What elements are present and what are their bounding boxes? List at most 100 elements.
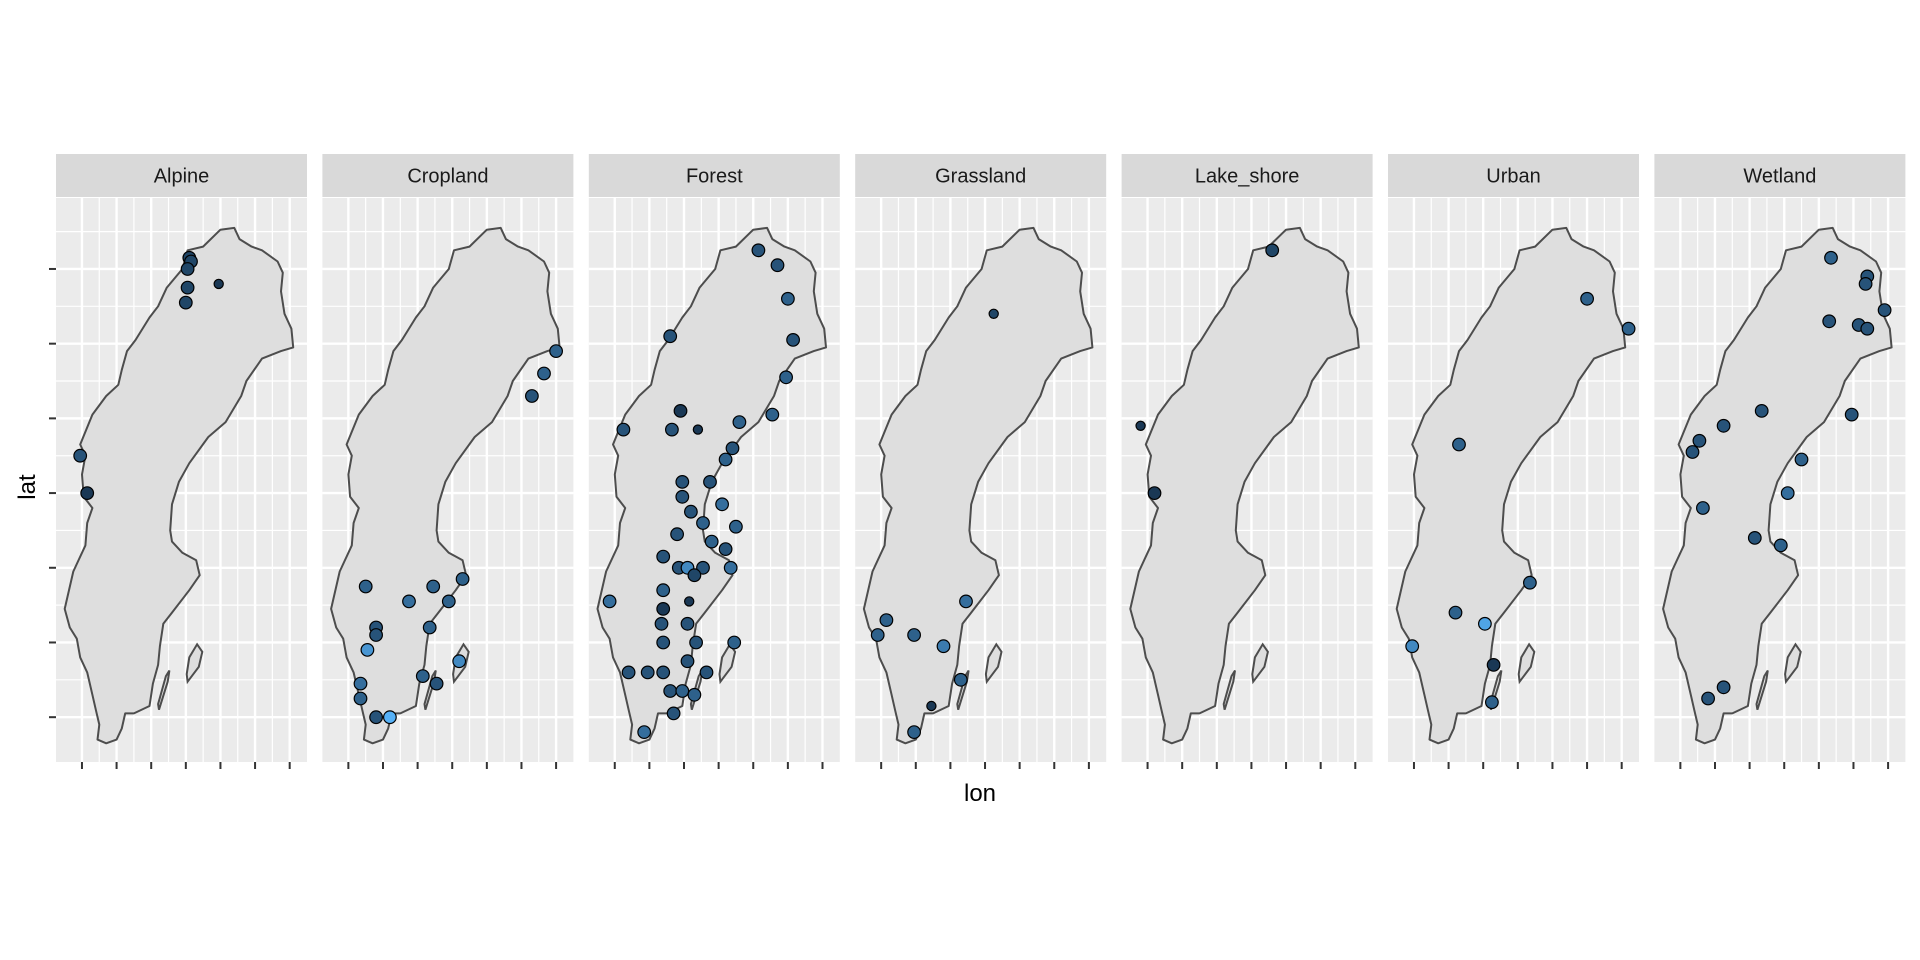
data-point bbox=[696, 516, 710, 530]
facet-panels: Alpine Cropland Forest Grassland Lake_shore U… bbox=[56, 154, 1906, 769]
country-outline bbox=[1129, 226, 1360, 745]
data-point bbox=[1135, 420, 1146, 431]
facet-strip bbox=[322, 154, 574, 197]
data-point bbox=[1716, 418, 1731, 433]
data-point bbox=[360, 643, 375, 657]
country-outline bbox=[596, 226, 827, 745]
data-point bbox=[640, 665, 655, 680]
data-point bbox=[1265, 243, 1280, 258]
facet-strip bbox=[588, 154, 840, 197]
data-point bbox=[213, 278, 224, 290]
data-point bbox=[732, 415, 747, 430]
facet-strip-label: Alpine bbox=[154, 166, 210, 188]
data-point bbox=[1695, 501, 1710, 515]
data-point bbox=[1448, 605, 1463, 620]
data-point bbox=[675, 684, 690, 698]
facet-panel-grassland: Grassland bbox=[855, 154, 1107, 769]
country-outline bbox=[63, 226, 295, 745]
facet-strip-label: Lake_shore bbox=[1195, 166, 1300, 188]
facet-strip bbox=[1654, 154, 1906, 197]
data-point bbox=[1794, 452, 1809, 467]
data-point bbox=[525, 389, 539, 403]
data-point bbox=[1747, 531, 1762, 545]
data-point bbox=[637, 725, 652, 739]
data-point bbox=[673, 404, 688, 418]
data-point bbox=[779, 370, 793, 385]
data-point bbox=[689, 635, 703, 650]
facet-panel-lake_shore: Lake_shore bbox=[1121, 154, 1373, 769]
data-point bbox=[422, 620, 437, 635]
data-point bbox=[1858, 277, 1873, 291]
data-point bbox=[455, 572, 470, 586]
data-point bbox=[602, 594, 617, 609]
data-point bbox=[1860, 321, 1875, 336]
data-point bbox=[1824, 250, 1838, 265]
island-outline bbox=[984, 642, 1003, 685]
data-point bbox=[725, 441, 740, 456]
data-point bbox=[765, 407, 780, 422]
data-point bbox=[663, 329, 678, 344]
data-point bbox=[879, 613, 894, 627]
y-axis-title: lat bbox=[14, 474, 41, 500]
data-point bbox=[353, 691, 368, 706]
data-point bbox=[926, 700, 937, 712]
facet-strip bbox=[56, 154, 307, 197]
data-point bbox=[670, 527, 684, 542]
data-point bbox=[699, 665, 714, 680]
data-point bbox=[1692, 433, 1707, 448]
y-axis-ticks bbox=[49, 267, 56, 719]
facet-panel-forest: Forest bbox=[588, 154, 840, 769]
data-point bbox=[715, 497, 729, 512]
data-point bbox=[751, 243, 766, 258]
data-point bbox=[1486, 658, 1501, 672]
island-outline bbox=[1784, 642, 1802, 685]
country-outline bbox=[330, 226, 561, 745]
data-point bbox=[663, 684, 678, 698]
data-point bbox=[718, 452, 733, 467]
facet-strip bbox=[1388, 154, 1639, 197]
data-point bbox=[1780, 486, 1795, 501]
data-point bbox=[353, 676, 368, 691]
data-point bbox=[684, 504, 698, 519]
data-point bbox=[656, 665, 671, 680]
data-point bbox=[180, 262, 195, 276]
data-point bbox=[723, 560, 738, 575]
island-outline bbox=[1222, 669, 1236, 710]
data-point bbox=[537, 366, 551, 381]
facet-panel-alpine: Alpine bbox=[56, 154, 307, 769]
data-point bbox=[907, 628, 921, 642]
country-outline bbox=[1662, 226, 1893, 745]
data-point bbox=[675, 489, 690, 504]
island-outline bbox=[1755, 669, 1769, 710]
facet-panel-wetland: Wetland bbox=[1654, 154, 1906, 769]
data-point bbox=[452, 654, 467, 669]
country-outline bbox=[862, 226, 1094, 745]
island-outline bbox=[1251, 642, 1269, 685]
data-point bbox=[1580, 291, 1594, 306]
data-point bbox=[178, 295, 193, 310]
facet-strip-label: Grassland bbox=[935, 166, 1026, 188]
data-point bbox=[1844, 407, 1859, 422]
data-point bbox=[684, 596, 695, 607]
data-point bbox=[1484, 695, 1499, 710]
data-point bbox=[1701, 691, 1715, 706]
data-point bbox=[665, 422, 679, 437]
data-point bbox=[1773, 538, 1788, 553]
data-point bbox=[704, 534, 719, 549]
data-point bbox=[666, 706, 681, 721]
x-axis-title: lon bbox=[964, 780, 996, 807]
data-point bbox=[687, 568, 702, 583]
data-point bbox=[73, 448, 88, 463]
data-point bbox=[1405, 639, 1420, 654]
data-point bbox=[1147, 486, 1162, 501]
data-point bbox=[621, 665, 636, 680]
data-point bbox=[1452, 437, 1466, 452]
data-point bbox=[786, 333, 800, 347]
island-outline bbox=[157, 669, 171, 710]
data-point bbox=[1621, 321, 1636, 336]
data-point bbox=[549, 344, 563, 359]
data-point bbox=[680, 616, 695, 631]
data-point bbox=[770, 258, 785, 273]
data-point bbox=[1822, 314, 1837, 329]
data-point bbox=[415, 669, 430, 683]
